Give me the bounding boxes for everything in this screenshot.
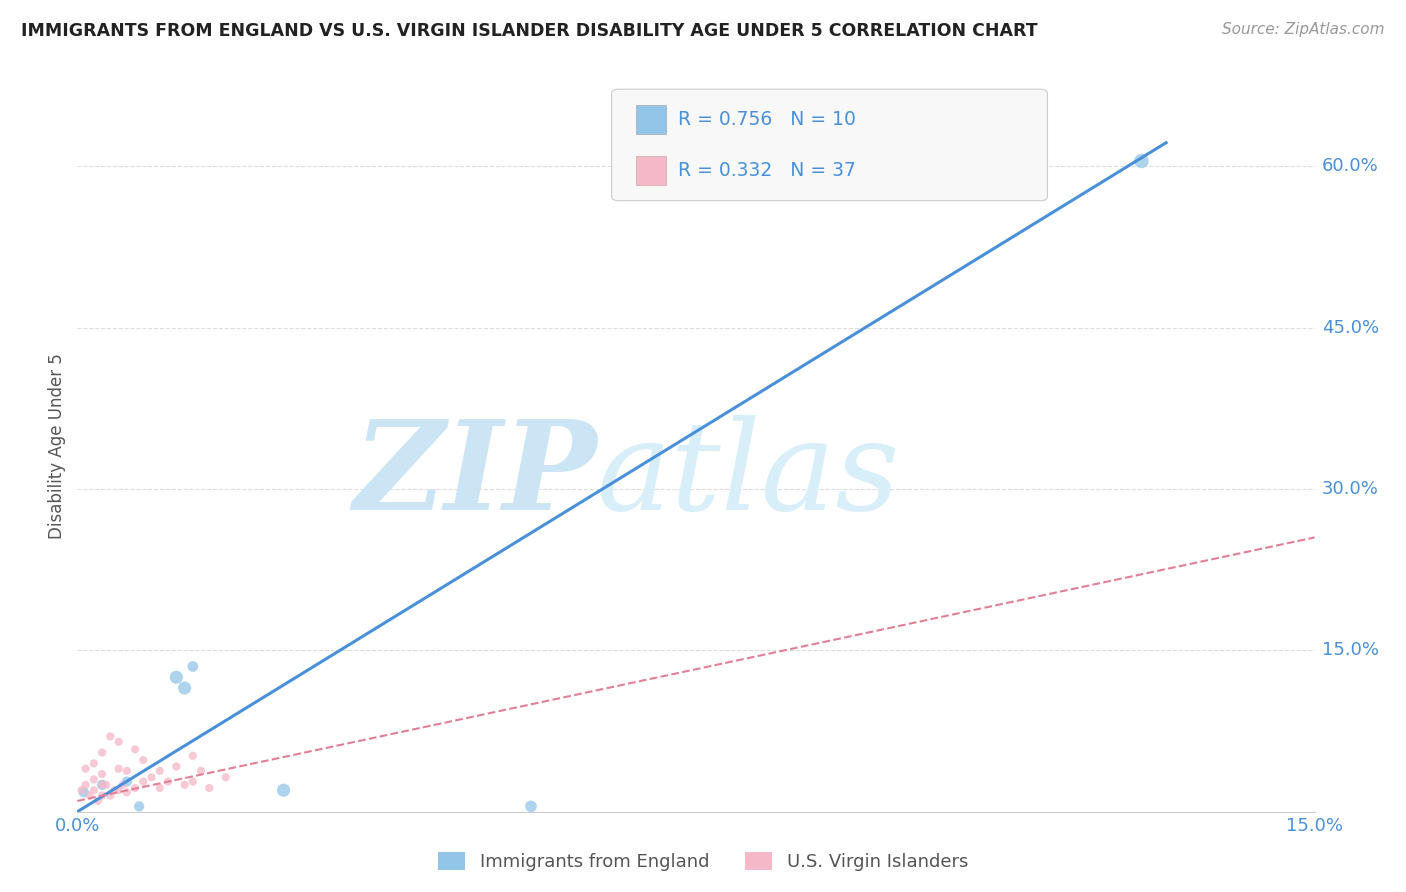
Point <box>520 799 543 814</box>
Point <box>173 681 195 695</box>
Point <box>198 780 221 795</box>
Point <box>107 783 129 797</box>
Point <box>273 783 295 797</box>
Point <box>96 778 118 792</box>
Text: R = 0.332   N = 37: R = 0.332 N = 37 <box>678 161 856 180</box>
Point <box>190 764 212 778</box>
Point <box>128 799 150 814</box>
Legend: Immigrants from England, U.S. Virgin Islanders: Immigrants from England, U.S. Virgin Isl… <box>430 845 976 879</box>
Text: R = 0.756   N = 10: R = 0.756 N = 10 <box>678 110 856 128</box>
Point <box>124 742 146 756</box>
Point <box>70 783 93 797</box>
Point <box>181 748 204 763</box>
Point <box>83 783 105 797</box>
Point <box>173 778 195 792</box>
Point <box>115 774 138 789</box>
Text: 60.0%: 60.0% <box>1322 157 1378 176</box>
Point <box>83 756 105 771</box>
Point <box>149 780 172 795</box>
Text: ZIP: ZIP <box>353 415 598 536</box>
Point <box>87 794 110 808</box>
Y-axis label: Disability Age Under 5: Disability Age Under 5 <box>48 353 66 539</box>
Point <box>107 762 129 776</box>
Point <box>91 789 114 803</box>
Point <box>165 759 187 773</box>
Text: IMMIGRANTS FROM ENGLAND VS U.S. VIRGIN ISLANDER DISABILITY AGE UNDER 5 CORRELATI: IMMIGRANTS FROM ENGLAND VS U.S. VIRGIN I… <box>21 22 1038 40</box>
Point <box>98 730 121 744</box>
Point <box>107 735 129 749</box>
Point <box>149 764 172 778</box>
Point <box>115 785 138 799</box>
Point <box>79 789 101 803</box>
Point <box>215 770 238 784</box>
Point <box>132 774 155 789</box>
Point <box>91 778 114 792</box>
Point <box>73 785 96 799</box>
Point <box>165 670 187 684</box>
Point <box>157 774 180 789</box>
Text: 15.0%: 15.0% <box>1322 641 1379 659</box>
Point <box>75 778 97 792</box>
Point <box>181 659 204 673</box>
Point <box>124 780 146 795</box>
Text: 45.0%: 45.0% <box>1322 318 1379 336</box>
Text: Source: ZipAtlas.com: Source: ZipAtlas.com <box>1222 22 1385 37</box>
Point <box>141 770 163 784</box>
Point <box>132 753 155 767</box>
Point <box>181 774 204 789</box>
Point <box>83 772 105 787</box>
Point <box>91 746 114 760</box>
Point <box>111 778 134 792</box>
Text: atlas: atlas <box>598 415 900 536</box>
Point <box>75 762 97 776</box>
Point <box>103 783 125 797</box>
Point <box>1130 153 1153 168</box>
Text: 30.0%: 30.0% <box>1322 480 1378 498</box>
Point <box>115 764 138 778</box>
Point <box>98 789 121 803</box>
Point <box>91 778 114 792</box>
Point <box>91 767 114 781</box>
